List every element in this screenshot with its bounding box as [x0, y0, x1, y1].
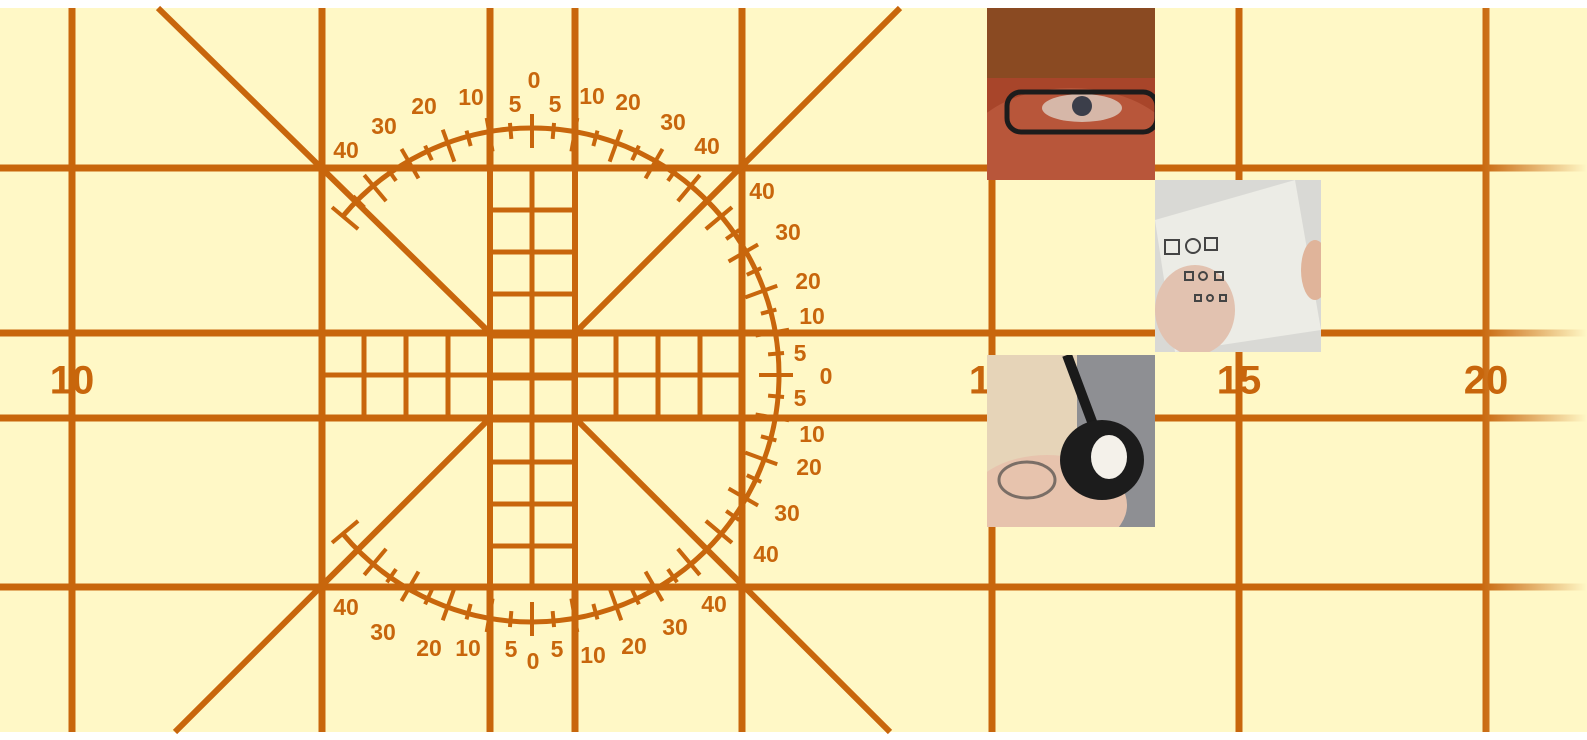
protractor-label: 0: [528, 67, 541, 93]
protractor-label: 20: [796, 454, 822, 480]
protractor-label: 5: [551, 636, 564, 662]
protractor-label: 30: [371, 113, 397, 139]
protractor-tick: [510, 611, 511, 627]
protractor-label: 0: [527, 648, 540, 674]
protractor-tick: [768, 396, 784, 397]
protractor-label: 10: [799, 303, 825, 329]
protractor-label: 10: [580, 642, 606, 668]
protractor-tick: [510, 123, 511, 139]
protractor-label: 5: [794, 385, 807, 411]
photo-eye-chart: [1155, 180, 1321, 352]
protractor-label: 5: [794, 340, 807, 366]
protractor-label: 5: [505, 636, 518, 662]
photo-child-occluder: [987, 355, 1155, 527]
scale-label: 10: [50, 359, 95, 403]
protractor-tick: [553, 123, 554, 139]
photo: [987, 355, 1155, 527]
protractor-label: 30: [660, 109, 686, 135]
protractor-tick: [768, 353, 784, 354]
protractor-label: 40: [749, 178, 775, 204]
protractor-label: 20: [615, 89, 641, 115]
protractor-label: 0: [820, 363, 833, 389]
protractor-label: 5: [509, 91, 522, 117]
protractor-label: 20: [795, 268, 821, 294]
protractor-label: 40: [333, 594, 359, 620]
protractor-label: 20: [621, 633, 647, 659]
photo: [1155, 180, 1321, 352]
protractor-label: 40: [753, 541, 779, 567]
chart-background: 4030201050510203040403020105051020304040…: [0, 0, 1587, 740]
protractor-label: 30: [775, 219, 801, 245]
protractor-label: 10: [455, 635, 481, 661]
protractor-label: 40: [694, 133, 720, 159]
scale-label: 15: [1217, 359, 1262, 403]
photo: [987, 8, 1155, 180]
protractor-label: 40: [701, 591, 727, 617]
page: 4030201050510203040403020105051020304040…: [0, 0, 1587, 740]
photo-eye-glasses: [987, 8, 1155, 180]
scale-label: 20: [1464, 359, 1509, 403]
protractor-label: 20: [411, 93, 437, 119]
protractor-label: 40: [333, 137, 359, 163]
protractor-label: 5: [549, 91, 562, 117]
protractor-label: 30: [774, 500, 800, 526]
protractor-tick: [553, 611, 554, 627]
protractor-label: 10: [799, 421, 825, 447]
protractor-label: 10: [579, 83, 605, 109]
protractor-label: 10: [458, 84, 484, 110]
protractor-label: 30: [370, 619, 396, 645]
protractor-label: 30: [662, 614, 688, 640]
protractor-label: 20: [416, 635, 442, 661]
